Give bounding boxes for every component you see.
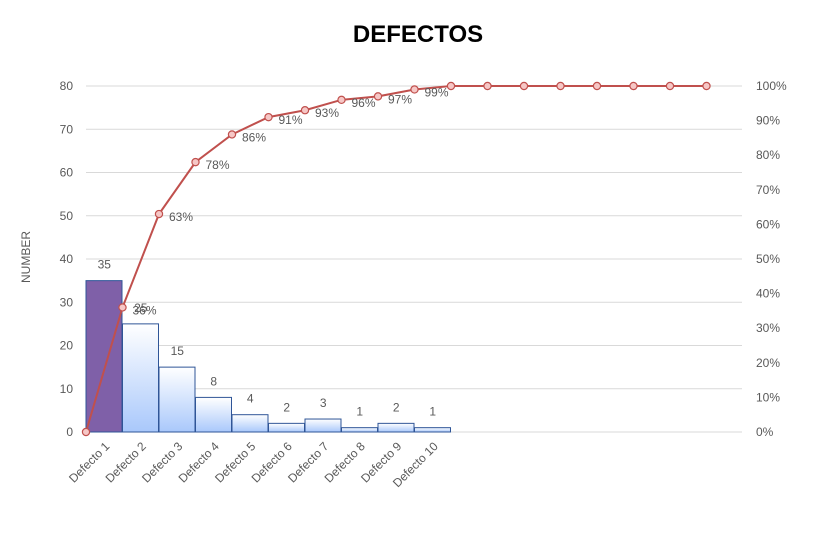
cumulative-point [592,81,602,91]
cumulative-point [191,157,200,167]
cumulative-label: 86% [242,130,266,144]
y-tick-label: 60 [60,166,74,180]
bar-value-label: 3 [320,396,327,410]
y2-tick-label: 30% [756,321,780,335]
bars-layer [85,280,451,433]
cumulative-point [629,81,638,91]
bar [268,422,305,433]
bar [231,414,269,433]
y-tick-label: 20 [60,339,74,353]
y-tick-label: 80 [60,79,74,93]
cumulative-point [81,427,91,437]
bar [377,422,415,433]
cumulative-point [665,81,675,91]
cumulative-point [300,106,310,115]
cumulative-point [446,81,456,91]
cumulative-label: 96% [352,96,376,110]
cumulative-point [337,95,346,105]
y-tick-label: 40 [60,252,74,266]
cumulative-point [519,81,529,91]
cumulative-point [556,81,565,91]
y-tick-label: 70 [60,122,74,136]
cumulative-label: 93% [315,106,339,120]
bar-value-label: 2 [393,400,400,414]
cumulative-point [154,209,164,219]
bar-value-label: 4 [247,392,254,406]
y2-tick-label: 70% [756,183,780,197]
bar-value-label: 8 [210,374,217,388]
cumulative-label: 99% [425,85,449,99]
bar-value-label: 2 [283,400,290,414]
y-axis-title: NUMBER [19,231,33,283]
y2-tick-label: 60% [756,217,780,231]
y2-tick-label: 90% [756,114,780,128]
y2-tick-label: 50% [756,252,780,266]
y-tick-label: 50 [60,209,74,223]
y2-tick-label: 40% [756,287,780,301]
bar-value-label: 35 [98,258,112,272]
cumulative-label: 36% [133,303,157,317]
bar-value-label: 25 [134,301,148,315]
bar [304,418,342,433]
bar-value-label: 15 [171,344,185,358]
y2-tick-label: 20% [756,356,780,370]
y-tick-label: 30 [60,295,74,309]
cumulative-label: 97% [388,92,412,106]
cumulative-point [118,303,127,312]
bar [195,396,232,433]
cumulative-point [702,81,711,91]
cumulative-line [85,85,707,433]
cumulative-line-layer [81,81,711,437]
cumulative-label: 78% [206,158,230,172]
bar [341,427,378,433]
cumulative-label: 91% [279,113,303,127]
y-tick-label: 0 [66,425,73,439]
bar [158,366,196,433]
cumulative-label: 63% [169,210,193,224]
bar [122,323,159,433]
cumulative-point [410,85,419,94]
cumulative-point [264,112,273,122]
y2-tick-label: 100% [756,79,787,93]
bar [85,280,123,433]
cumulative-point [483,81,492,91]
bar-value-label: 1 [429,405,436,419]
bar-value-label: 1 [356,405,363,419]
bar [414,427,451,433]
y-tick-label: 10 [60,382,74,396]
cumulative-point [373,92,383,101]
cumulative-point [227,130,237,139]
chart-title: DEFECTOS [353,21,483,48]
y2-tick-label: 80% [756,148,780,162]
y2-tick-label: 10% [756,390,780,404]
y2-tick-label: 0% [756,425,774,439]
